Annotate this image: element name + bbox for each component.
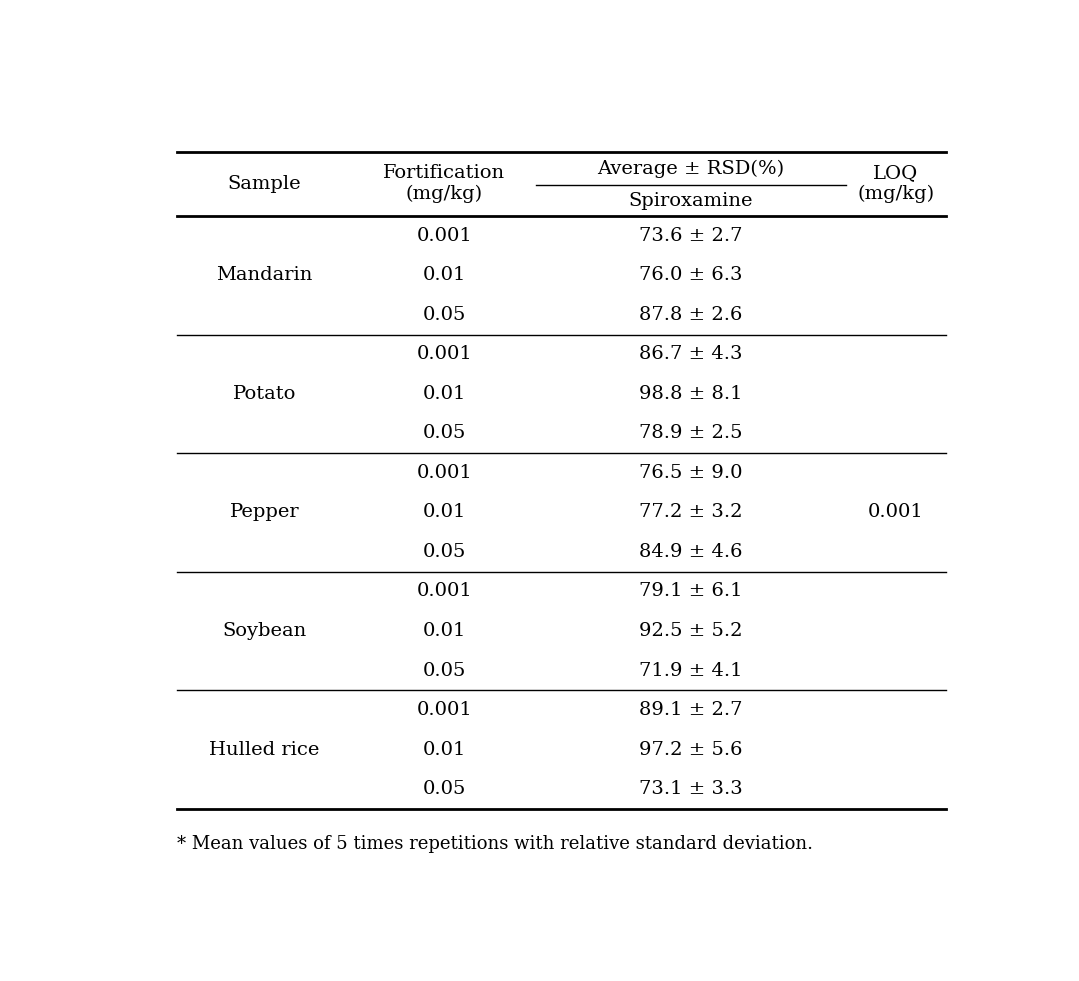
Text: Average ± RSD(%): Average ± RSD(%) [598,159,784,178]
Text: 0.01: 0.01 [423,622,466,640]
Text: 86.7 ± 4.3: 86.7 ± 4.3 [639,345,742,363]
Text: 0.05: 0.05 [423,542,466,561]
Text: 79.1 ± 6.1: 79.1 ± 6.1 [639,583,742,600]
Text: * Mean values of 5 times repetitions with relative standard deviation.: * Mean values of 5 times repetitions wit… [177,836,812,853]
Text: 0.001: 0.001 [416,464,473,482]
Text: 89.1 ± 2.7: 89.1 ± 2.7 [639,701,742,719]
Text: 0.01: 0.01 [423,266,466,284]
Text: Sample: Sample [228,175,301,193]
Text: 78.9 ± 2.5: 78.9 ± 2.5 [639,425,742,442]
Text: Pepper: Pepper [230,503,299,521]
Text: Mandarin: Mandarin [216,266,313,284]
Text: 76.0 ± 6.3: 76.0 ± 6.3 [639,266,742,284]
Text: 98.8 ± 8.1: 98.8 ± 8.1 [639,385,742,403]
Text: LOQ
(mg/kg): LOQ (mg/kg) [858,164,934,203]
Text: 0.001: 0.001 [868,503,924,521]
Text: 0.05: 0.05 [423,780,466,799]
Text: 73.6 ± 2.7: 73.6 ± 2.7 [639,227,742,244]
Text: 71.9 ± 4.1: 71.9 ± 4.1 [639,661,742,680]
Text: 0.01: 0.01 [423,741,466,758]
Text: 0.01: 0.01 [423,385,466,403]
Text: Potato: Potato [233,385,296,403]
Text: 77.2 ± 3.2: 77.2 ± 3.2 [639,503,742,521]
Text: 76.5 ± 9.0: 76.5 ± 9.0 [639,464,742,482]
Text: 87.8 ± 2.6: 87.8 ± 2.6 [639,306,742,324]
Text: 92.5 ± 5.2: 92.5 ± 5.2 [639,622,742,640]
Text: 0.001: 0.001 [416,345,473,363]
Text: 0.01: 0.01 [423,503,466,521]
Text: Soybean: Soybean [222,622,306,640]
Text: 0.05: 0.05 [423,306,466,324]
Text: 0.05: 0.05 [423,425,466,442]
Text: 0.001: 0.001 [416,583,473,600]
Text: Fortification
(mg/kg): Fortification (mg/kg) [383,164,505,203]
Text: 97.2 ± 5.6: 97.2 ± 5.6 [639,741,742,758]
Text: Spiroxamine: Spiroxamine [629,191,753,210]
Text: 84.9 ± 4.6: 84.9 ± 4.6 [639,542,742,561]
Text: 73.1 ± 3.3: 73.1 ± 3.3 [639,780,742,799]
Text: 0.05: 0.05 [423,661,466,680]
Text: 0.001: 0.001 [416,701,473,719]
Text: Hulled rice: Hulled rice [209,741,319,758]
Text: 0.001: 0.001 [416,227,473,244]
